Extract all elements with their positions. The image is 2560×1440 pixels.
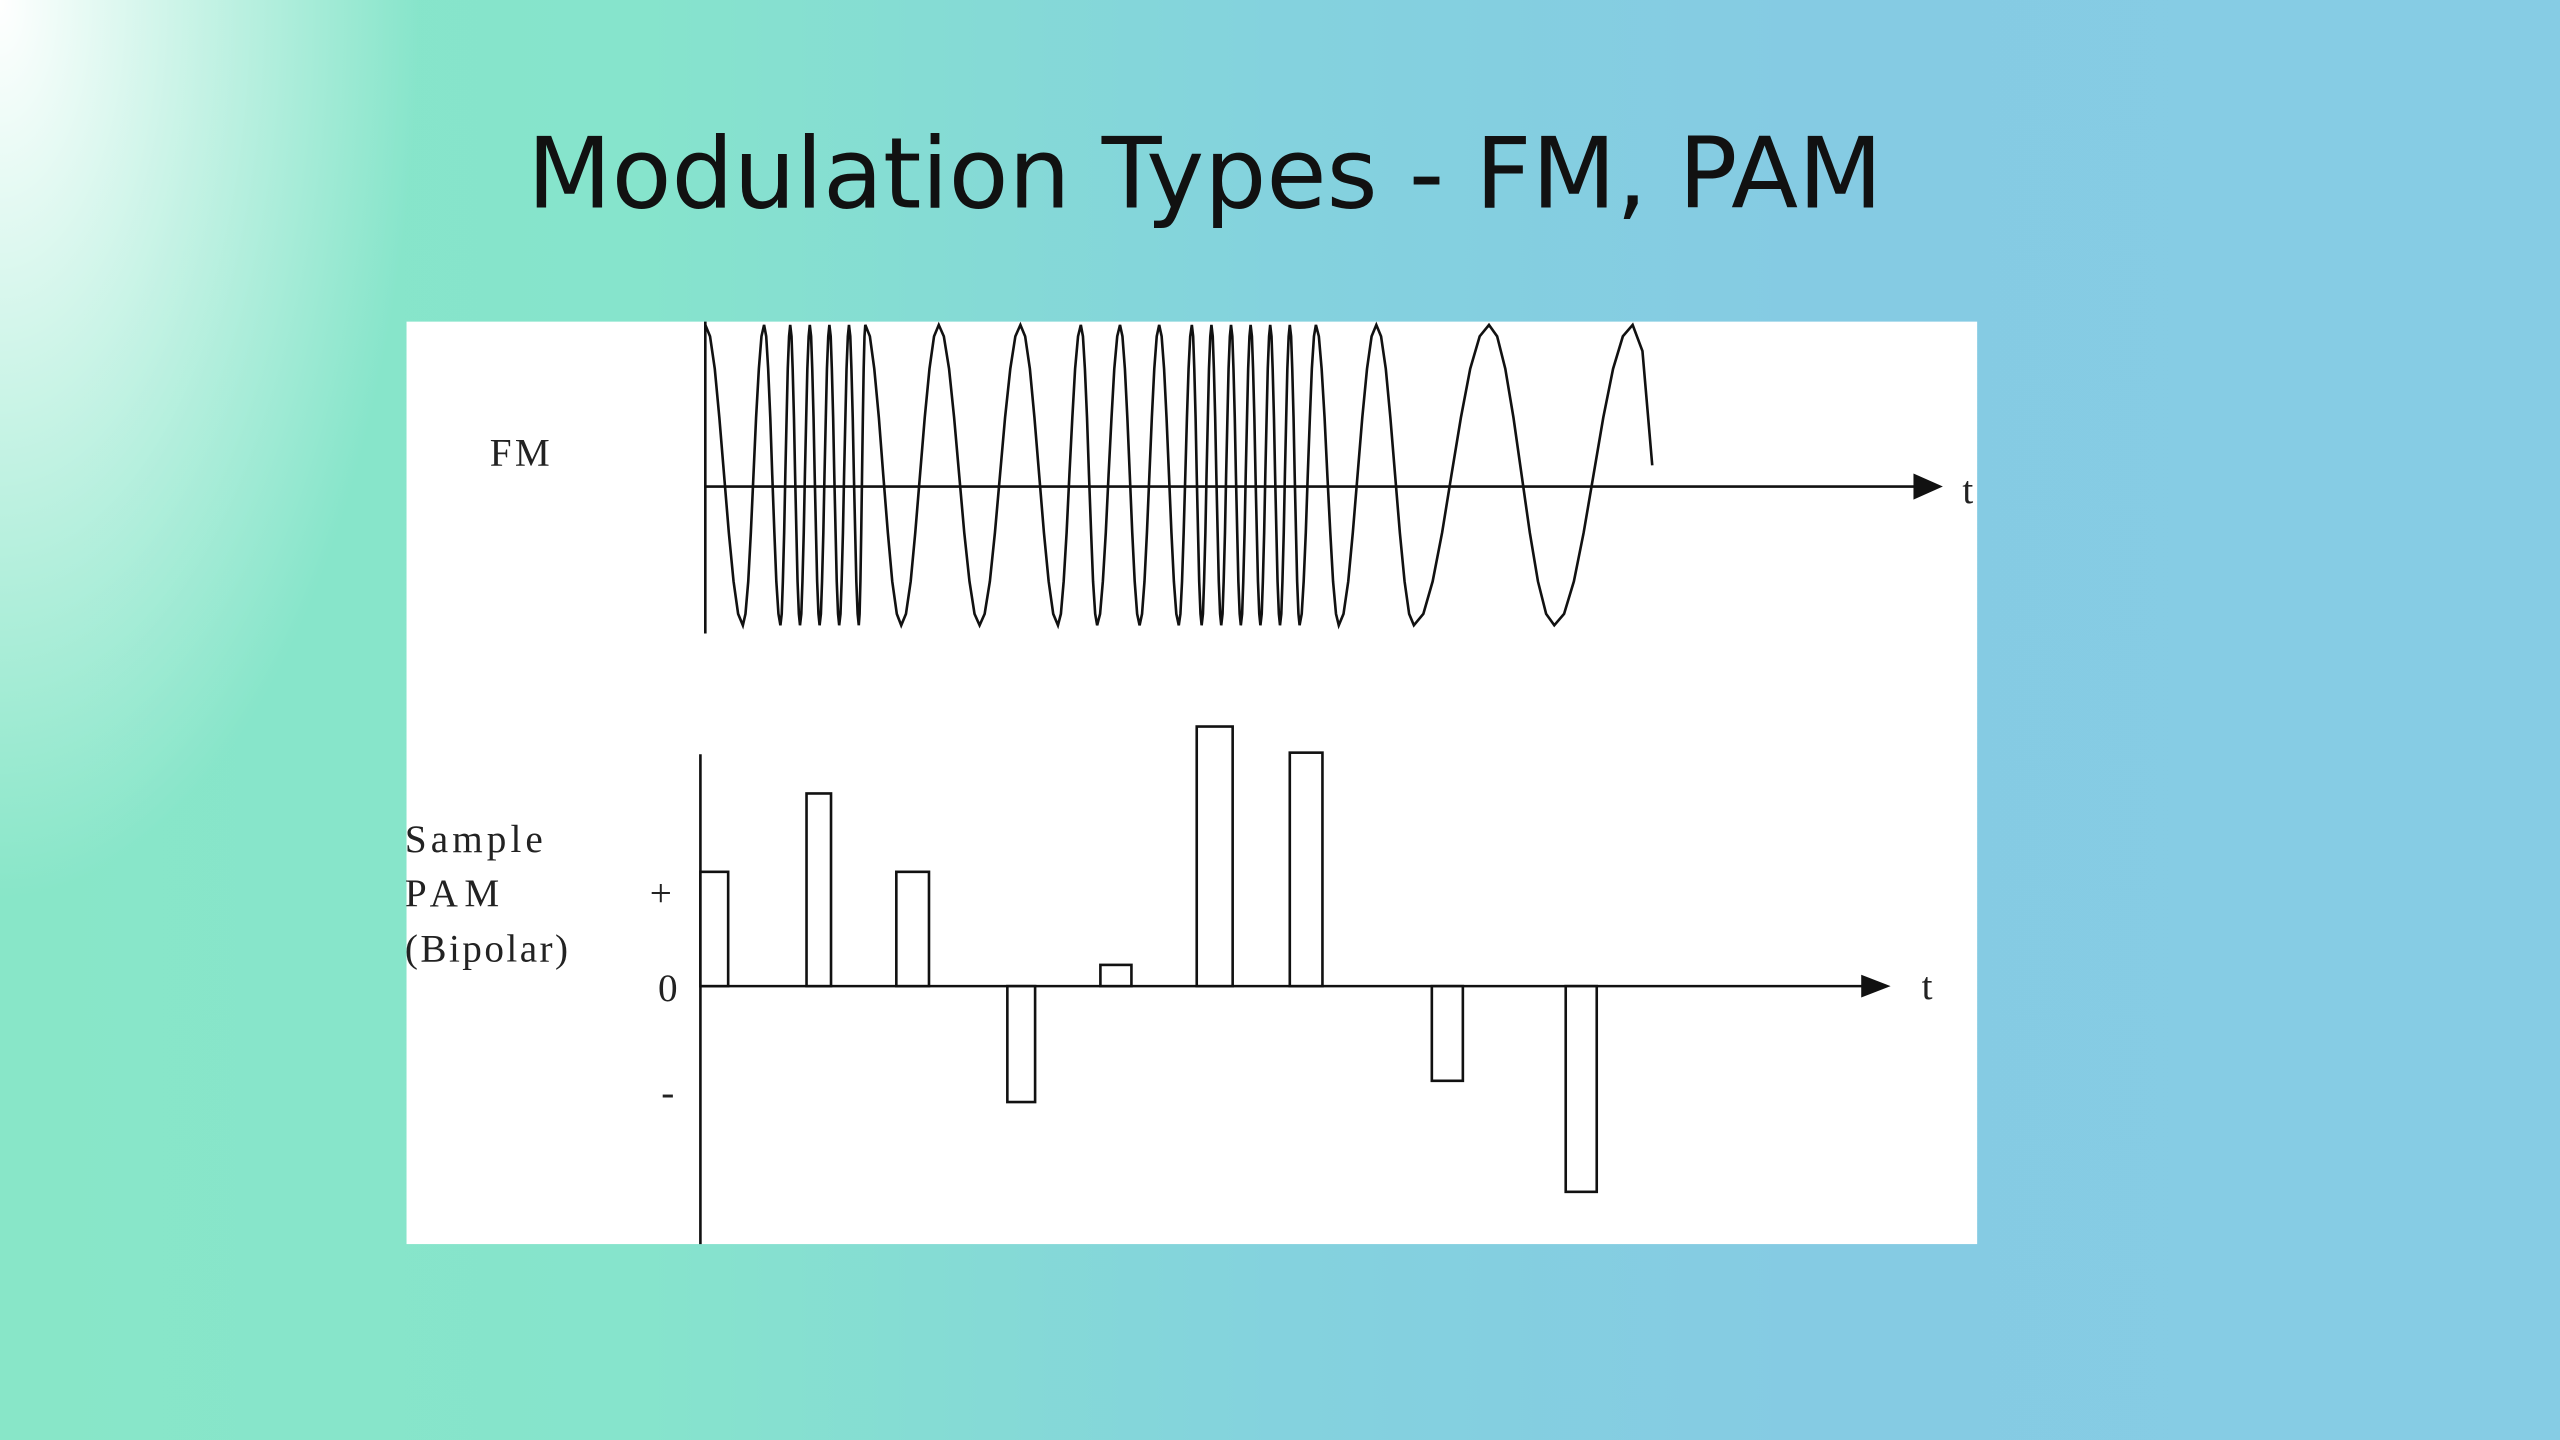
- pam-pulse: [699, 870, 730, 988]
- pam-axis-label: t: [1922, 965, 1933, 1008]
- pam-zero: 0: [658, 967, 678, 1010]
- fm-waveform: [704, 321, 1654, 630]
- fm-label: FM: [490, 431, 553, 474]
- fm-arrow: [1913, 473, 1943, 500]
- pam-pulse: [895, 870, 931, 988]
- pam-minus: -: [661, 1071, 674, 1114]
- diagram-panel: [406, 321, 1978, 1245]
- pam-pulse: [1288, 751, 1324, 988]
- pam-arrow: [1861, 974, 1891, 998]
- pam-plus: +: [650, 872, 672, 915]
- pam-pulse: [1099, 963, 1133, 988]
- fm-axis-label: t: [1962, 469, 1973, 512]
- fm-diagram: FM t: [490, 321, 1973, 634]
- slide-title: Modulation Types - FM, PAM: [527, 117, 1883, 231]
- pam-pulse: [1564, 984, 1599, 1194]
- pam-label-line: (Bipolar): [405, 928, 571, 971]
- pam-label-line: Sample: [405, 818, 547, 861]
- pam-pulse: [1006, 984, 1037, 1104]
- pam-pulse: [805, 792, 833, 988]
- pam-pulse: [1430, 984, 1465, 1083]
- pam-label-line: PAM: [405, 872, 506, 915]
- pam-pulse: [1195, 725, 1234, 988]
- pam-diagram: Sample PAM (Bipolar) + 0 - t: [405, 725, 1933, 1245]
